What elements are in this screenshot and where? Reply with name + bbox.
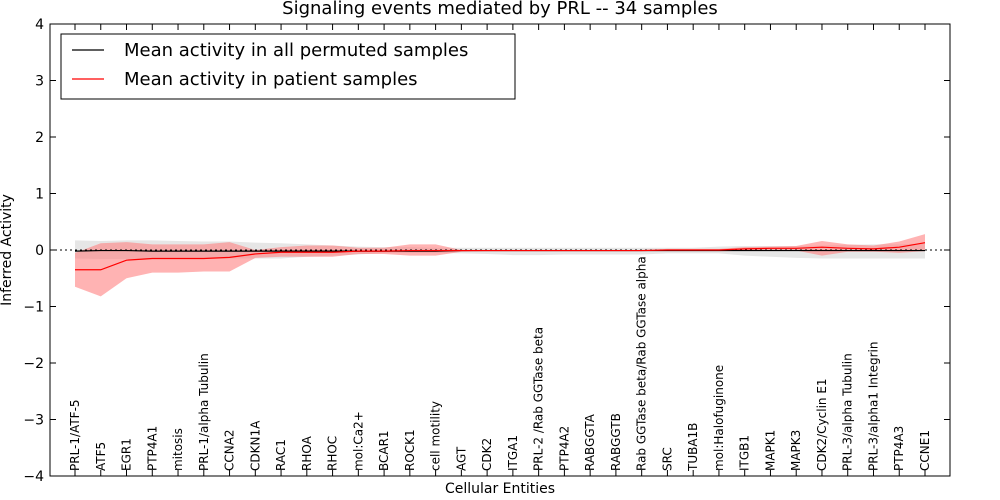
x-category-label: CCNE1 xyxy=(918,430,932,471)
x-category-label: PRL-3/alpha1 Integrin xyxy=(866,342,880,472)
x-category-label: ATF5 xyxy=(94,442,108,471)
x-category-label: PRL-1/ATF-5 xyxy=(68,399,82,471)
x-category-label: TUBA1B xyxy=(686,423,700,472)
chart-title: Signaling events mediated by PRL -- 34 s… xyxy=(282,0,718,19)
x-category-label: CDK2/Cyclin E1 xyxy=(815,378,829,471)
x-category-label: mol:Halofuginone xyxy=(712,365,726,471)
x-category-label: mitosis xyxy=(171,428,185,471)
x-category-label: ITGB1 xyxy=(738,435,752,471)
legend-label-1: Mean activity in patient samples xyxy=(124,69,418,90)
x-category-label: MAPK1 xyxy=(763,430,777,471)
x-category-label: RABGGTA xyxy=(583,413,597,471)
y-tick-label: 3 xyxy=(35,74,44,90)
series-line-1 xyxy=(75,242,926,271)
y-tick-label: −3 xyxy=(23,413,44,429)
y-tick-label: −1 xyxy=(23,300,44,316)
x-category-label: MAPK3 xyxy=(789,430,803,471)
x-category-label: PTP4A1 xyxy=(145,426,159,471)
x-category-label: RHOC xyxy=(326,436,340,471)
x-category-label: mol:Ca2+ xyxy=(351,411,365,471)
x-category-label: ROCK1 xyxy=(403,429,417,471)
x-category-label: RAC1 xyxy=(274,439,288,471)
x-category-label: CDK2 xyxy=(480,438,494,471)
x-category-label: SRC xyxy=(660,447,674,471)
x-axis-label: Cellular Entities xyxy=(445,481,555,497)
x-category-label: CDKN1A xyxy=(248,420,262,471)
x-category-label: PTP4A2 xyxy=(557,426,571,471)
legend: Mean activity in all permuted samples Mea… xyxy=(60,33,516,100)
x-category-label: CCNA2 xyxy=(223,429,237,471)
y-tick-label: −4 xyxy=(23,469,44,485)
y-tick-label: −2 xyxy=(23,356,44,372)
x-category-label: cell motility xyxy=(429,401,443,471)
y-tick-label: 4 xyxy=(35,17,44,33)
y-axis-label: Inferred Activity xyxy=(0,194,15,306)
y-tick-label: 2 xyxy=(35,130,44,146)
legend-label-0: Mean activity in all permuted samples xyxy=(124,40,468,61)
y-tick-label: 1 xyxy=(35,187,44,203)
x-category-label: BCAR1 xyxy=(377,430,391,471)
x-category-label: EGR1 xyxy=(120,438,134,471)
y-tick-label: 0 xyxy=(35,243,44,259)
x-category-label: AGT xyxy=(454,446,468,471)
x-category-label: PTP4A3 xyxy=(892,426,906,471)
x-category-label: PRL-3/alpha Tubulin xyxy=(841,353,855,471)
x-category-label: RHOA xyxy=(300,435,314,471)
x-category-label: RABGGTB xyxy=(609,413,623,471)
x-category-label: PRL-2 /Rab GGTase beta xyxy=(532,327,546,471)
x-category-label: PRL-1/alpha Tubulin xyxy=(197,353,211,471)
legend-box xyxy=(60,33,516,100)
x-category-label: ITGA1 xyxy=(506,435,520,471)
plot-area: −4 −3 −2 −1 0 1 2 3 4 PRL-1/ATF-5 ATF5 EGR1 PTP4A1 mi… xyxy=(23,17,951,485)
x-category-label: Rab GGTase beta/Rab GGTase alpha xyxy=(635,256,649,471)
